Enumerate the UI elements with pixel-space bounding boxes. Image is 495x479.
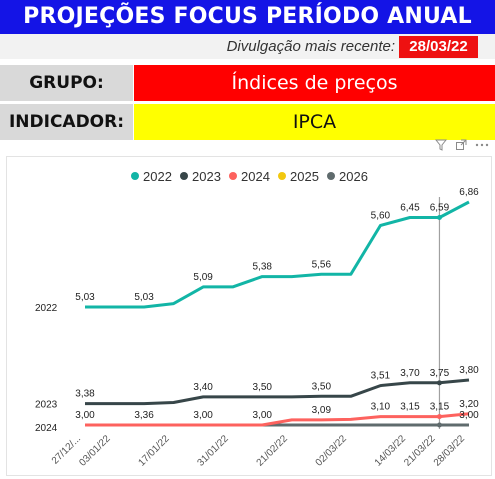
point-2024: [436, 414, 442, 420]
ipca-line-chart: 2022 2023 2024 2025 2026 5,03 5,03 5,09 5,38 5,56…: [35, 169, 479, 469]
x-tick-label: 17/01/22: [136, 433, 172, 469]
series-line-2022: [85, 200, 470, 309]
data-label-2024: 3,15: [400, 402, 420, 413]
group-label: GRUPO:: [0, 65, 133, 101]
x-tick-label: 31/01/22: [196, 433, 232, 469]
data-label-2023: 3,50: [312, 381, 332, 392]
data-label-2024: 3,15: [430, 402, 450, 413]
data-label-2024: 3,00: [75, 410, 95, 421]
data-label-2022: 6,86: [459, 187, 479, 198]
data-label-2022: 5,60: [371, 211, 391, 222]
data-label-2022: 5,09: [193, 272, 213, 283]
row-label-2024: 2024: [35, 423, 58, 434]
visual-header-toolbar: [434, 137, 489, 155]
group-selector[interactable]: Índices de preços: [134, 65, 495, 101]
point-2023: [436, 380, 442, 386]
data-label-2023: 3,75: [430, 368, 450, 379]
chart-card: 2022 2023 2024 2025 2026 5,03 5,03 5,09 5,38 5,56…: [6, 156, 492, 476]
data-label-2022: 6,59: [430, 202, 450, 213]
legend-marker-2025: [278, 172, 286, 180]
data-label-2023: 3,51: [371, 371, 391, 382]
legend-marker-2023: [180, 172, 188, 180]
data-label-2023: 3,70: [400, 368, 420, 379]
x-tick-label: 21/03/22: [402, 433, 438, 469]
more-options-icon[interactable]: [475, 139, 489, 154]
data-label-2024: 3,36: [134, 410, 154, 421]
data-label-2022: 5,56: [312, 259, 332, 270]
legend-label-2025: 2025: [290, 169, 319, 184]
legend-marker-2026: [327, 172, 335, 180]
legend-marker-2022: [131, 172, 139, 180]
x-tick-label: 28/03/22: [432, 433, 468, 469]
series-line-2023: [85, 378, 470, 406]
data-label-2023: 3,40: [193, 382, 213, 393]
data-label-2023: 3,38: [75, 389, 95, 400]
filter-icon[interactable]: [434, 139, 448, 154]
legend-marker-2024: [229, 172, 237, 180]
legend-label-2026: 2026: [339, 169, 368, 184]
publication-label: Divulgação mais recente:: [226, 38, 395, 55]
series-line-2024: [85, 412, 470, 427]
x-tick-label: 14/03/22: [373, 433, 409, 469]
data-label-2022: 6,45: [400, 202, 420, 213]
row-label-2022: 2022: [35, 303, 58, 314]
x-tick-label: 02/03/22: [314, 433, 350, 469]
indicator-selector[interactable]: IPCA: [134, 104, 495, 140]
data-label-2022: 5,38: [252, 262, 272, 273]
data-label-2022: 5,03: [75, 292, 95, 303]
data-label-2024: 3,00: [193, 410, 213, 421]
data-label-2022: 5,03: [134, 292, 154, 303]
data-label-2024: 3,10: [371, 402, 391, 413]
legend-label-2024: 2024: [241, 169, 270, 184]
data-label-2023: 3,80: [459, 365, 479, 376]
x-tick-label: 21/02/22: [255, 433, 291, 469]
data-label-2023: 3,50: [252, 382, 272, 393]
indicator-label: INDICADOR:: [0, 104, 133, 140]
x-tick-label: 03/01/22: [77, 433, 113, 469]
legend-label-2023: 2023: [192, 169, 221, 184]
focus-mode-icon[interactable]: [455, 139, 467, 154]
data-label-2024: 3,09: [312, 405, 332, 416]
legend-label-2022: 2022: [143, 169, 172, 184]
data-label-2024: 3,00: [252, 410, 272, 421]
point-2026: [436, 422, 442, 428]
data-label-2024: 3,20: [459, 399, 479, 410]
point-2022: [436, 214, 442, 220]
publication-date-badge: 28/03/22: [399, 36, 478, 58]
data-label-2026: 3,00: [459, 410, 479, 421]
row-label-2023: 2023: [35, 400, 58, 411]
page-title: PROJEÇÕES FOCUS PERÍODO ANUAL: [0, 0, 495, 34]
publication-row: Divulgação mais recente: 28/03/22: [0, 34, 495, 59]
